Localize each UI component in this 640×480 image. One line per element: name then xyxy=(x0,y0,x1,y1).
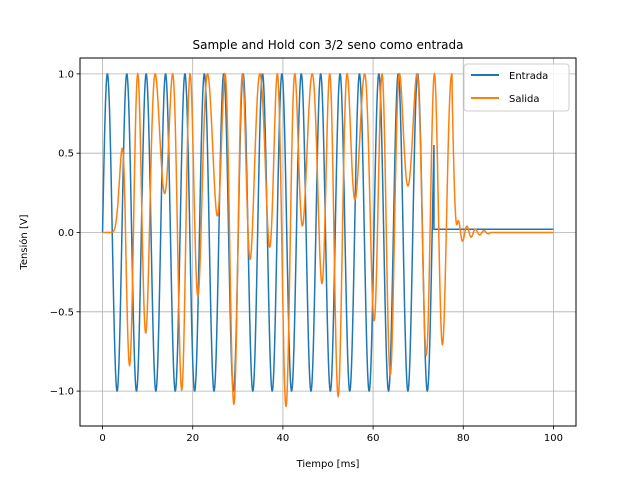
x-tick-label: 20 xyxy=(186,433,199,444)
legend-label-entrada: Entrada xyxy=(509,71,548,82)
plot-frame xyxy=(79,57,577,427)
y-tick-label: 0.5 xyxy=(58,149,74,160)
x-tick-label: 40 xyxy=(277,433,290,444)
x-tick-label: 100 xyxy=(544,433,563,444)
series-line-salida xyxy=(102,71,554,408)
y-tick-label: −1.0 xyxy=(50,387,74,398)
x-tick-label: 60 xyxy=(367,433,380,444)
series-layer xyxy=(101,71,554,408)
x-tick-label: 80 xyxy=(457,433,470,444)
y-tick-label: −0.5 xyxy=(50,307,74,318)
x-axis-ticks: 0 20 40 60 80 100 xyxy=(99,426,563,444)
chart-title: Sample and Hold con 3/2 seno como entrad… xyxy=(193,38,464,52)
legend: Entrada Salida xyxy=(463,63,570,112)
series-line-entrada xyxy=(101,73,554,392)
y-axis-label: Tensión [V] xyxy=(18,214,30,270)
y-tick-label: 0.0 xyxy=(58,228,74,239)
x-axis-label: Tiempo [ms] xyxy=(296,459,360,470)
legend-label-salida: Salida xyxy=(509,94,540,105)
y-axis-ticks: −1.0 −0.5 0.0 0.5 1.0 xyxy=(50,69,80,398)
y-tick-label: 1.0 xyxy=(58,69,74,80)
x-tick-label: 0 xyxy=(99,433,105,444)
